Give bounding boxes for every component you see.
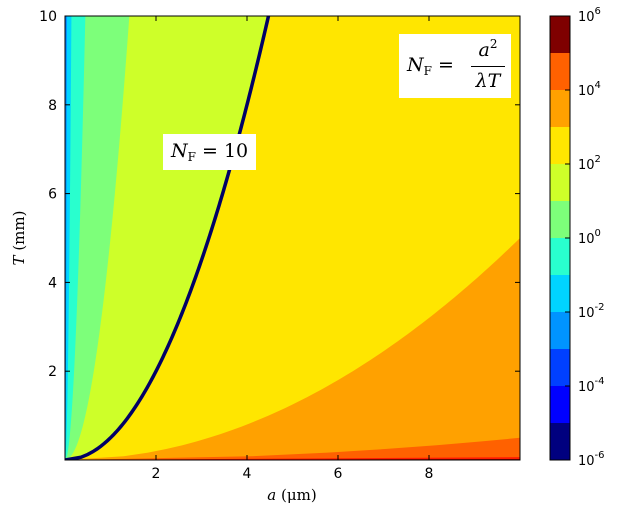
x-axis-ticks: 2 4 6 8: [152, 16, 434, 482]
y-tick-label: 2: [48, 364, 57, 380]
y-tick-label: 8: [48, 98, 57, 114]
colorbar-band: [550, 90, 570, 127]
colorbar-tick-label: 104: [578, 80, 601, 99]
contour-fills: [65, 16, 520, 460]
plot-frame: [64, 15, 521, 461]
colorbar-band: [550, 53, 570, 90]
colorbar-tick-label: 106: [578, 6, 601, 25]
colorbar-ticks: 106 104 102 100 10-2 10-4 10-6: [565, 6, 605, 469]
colorbar-tick-label: 102: [578, 154, 601, 173]
colorbar-band: [550, 423, 570, 460]
colorbar-band: [550, 164, 570, 201]
nf-10-annotation: NF = 10: [163, 134, 257, 170]
y-axis-label: T (mm): [10, 211, 28, 266]
colorbar-band: [550, 238, 570, 275]
colorbar: [550, 16, 570, 460]
y-tick-label: 6: [48, 187, 57, 203]
contour-band: [65, 437, 520, 460]
colorbar-band: [550, 201, 570, 238]
colorbar-band: [550, 349, 570, 386]
contour-band: [65, 457, 520, 460]
y-tick-label: 4: [48, 275, 57, 291]
colorbar-band: [550, 312, 570, 349]
colorbar-tick-label: 10-6: [578, 450, 605, 469]
colorbar-band: [550, 386, 570, 423]
colorbar-tick-label: 100: [578, 228, 601, 247]
contour-band: [65, 238, 520, 460]
y-axis-ticks: 2 4 6 8 10: [39, 9, 520, 380]
y-tick-label: 10: [39, 9, 57, 25]
x-tick-label: 4: [243, 466, 252, 482]
colorbar-band: [550, 275, 570, 312]
x-tick-label: 6: [334, 466, 343, 482]
colorbar-band: [550, 127, 570, 164]
nf-10-contour-line: [65, 16, 271, 460]
colorbar-band: [550, 16, 570, 53]
x-tick-label: 8: [425, 466, 434, 482]
colorbar-tick-label: 10-2: [578, 302, 605, 321]
fresnel-number-formula: NF = a2 λT: [399, 34, 511, 98]
x-axis-label: a (μm): [267, 486, 316, 504]
colorbar-tick-label: 10-4: [578, 376, 605, 395]
x-tick-label: 2: [152, 466, 161, 482]
